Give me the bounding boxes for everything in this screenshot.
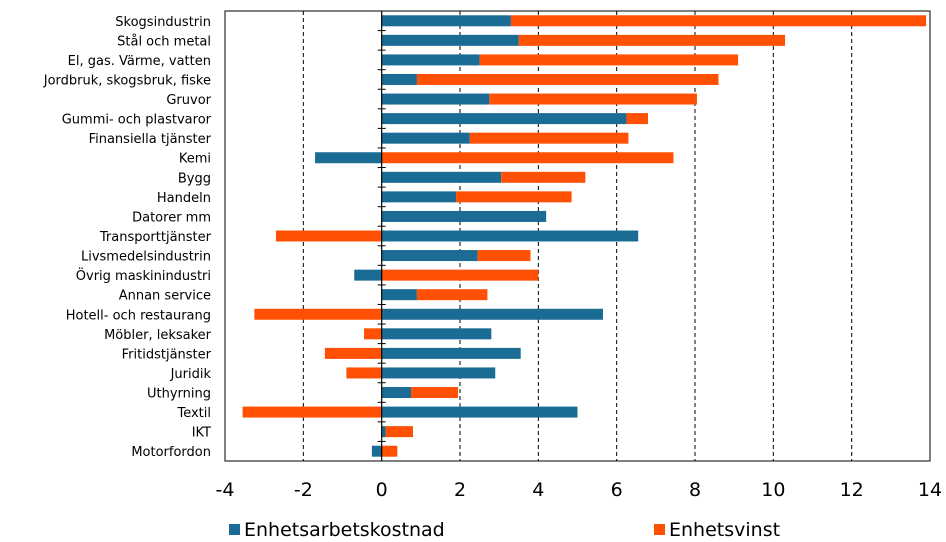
category-label: Transporttjänster — [99, 230, 212, 245]
bar-series-2 — [456, 191, 572, 203]
x-tick-label: 2 — [454, 479, 466, 501]
bars — [242, 15, 927, 457]
category-label: Kemi — [179, 152, 211, 167]
bar-series-2 — [324, 347, 382, 359]
bar-series-1 — [381, 34, 519, 46]
category-label: Finansiella tjänster — [89, 132, 212, 147]
bar-series-1 — [381, 328, 492, 340]
bar-series-2 — [385, 426, 413, 438]
bar-series-1 — [381, 210, 547, 222]
bar-series-2 — [364, 328, 382, 340]
category-labels: Skogsindustrin Stål och metal El, gas. Vär… — [43, 15, 212, 460]
x-tick-label: -4 — [216, 479, 235, 501]
category-label: Jordbruk, skogsbruk, fiske — [43, 73, 211, 88]
bar-series-2 — [254, 308, 382, 320]
bar-series-2 — [501, 171, 586, 183]
bar-series-1 — [381, 406, 578, 418]
bar-series-2 — [479, 54, 739, 66]
x-tick-label: 8 — [689, 479, 701, 501]
bar-series-1 — [381, 387, 412, 399]
category-label: Textil — [176, 406, 211, 421]
category-label: Annan service — [119, 289, 211, 304]
bar-series-2 — [416, 289, 488, 301]
category-label: Motorfordon — [131, 445, 211, 460]
x-tick-label: 14 — [918, 479, 942, 501]
category-label: Stål och metal — [117, 34, 211, 49]
x-tick-label: -2 — [294, 479, 313, 501]
category-label: Uthyrning — [147, 387, 211, 402]
category-label: Gummi- och plastvaror — [62, 113, 212, 128]
bar-series-2 — [510, 15, 927, 27]
category-label: Bygg — [178, 171, 211, 186]
x-tick-label: 0 — [376, 479, 388, 501]
x-tick-label: 10 — [761, 479, 785, 501]
category-label: Hotell- och restaurang — [66, 308, 211, 323]
legend: Enhetsarbetskostnad Enhetsvinst — [229, 519, 780, 541]
bar-series-1 — [381, 73, 417, 85]
bar-series-1 — [381, 113, 627, 125]
category-label: Möbler, leksaker — [104, 328, 212, 343]
category-label: IKT — [192, 426, 211, 441]
axes — [224, 10, 931, 462]
bar-series-1 — [381, 289, 417, 301]
bar-series-2 — [346, 367, 382, 379]
legend-swatch-series-2 — [654, 524, 665, 535]
bar-series-2 — [518, 34, 786, 46]
x-tick-label: 12 — [840, 479, 864, 501]
legend-swatch-series-1 — [229, 524, 240, 535]
bar-series-1 — [381, 426, 386, 438]
bar-series-2 — [626, 113, 648, 125]
bar-series-2 — [416, 73, 719, 85]
bar-series-2 — [381, 152, 674, 164]
bar-series-1 — [381, 347, 521, 359]
bar-series-1 — [381, 230, 639, 242]
bar-series-2 — [489, 93, 697, 105]
bar-series-1 — [381, 15, 511, 27]
bar-series-1 — [381, 250, 478, 262]
x-tick-label: 6 — [611, 479, 623, 501]
bar-series-1 — [381, 132, 470, 144]
category-label: Övrig maskinindustri — [76, 267, 211, 284]
bar-series-1 — [315, 152, 382, 164]
x-tick-labels: -4 -2 0 2 4 6 8 10 12 14 — [216, 479, 943, 501]
plot-frame — [224, 10, 931, 462]
category-label: Handeln — [157, 191, 211, 206]
bar-series-2 — [242, 406, 382, 418]
bar-series-1 — [381, 93, 490, 105]
category-label: Skogsindustrin — [115, 15, 211, 30]
bar-series-2 — [469, 132, 629, 144]
category-label: Livsmedelsindustrin — [81, 250, 211, 265]
category-label: El, gas. Värme, vatten — [68, 54, 211, 69]
category-label: Datorer mm — [132, 210, 211, 225]
bar-series-1 — [381, 171, 502, 183]
bar-series-2 — [477, 250, 531, 262]
bar-series-2 — [275, 230, 382, 242]
bar-series-2 — [411, 387, 459, 399]
legend-label-series-2: Enhetsvinst — [669, 519, 780, 541]
bar-series-1 — [381, 308, 603, 320]
bar-series-1 — [354, 269, 382, 281]
category-label: Gruvor — [166, 93, 211, 108]
bar-series-1 — [381, 191, 457, 203]
category-label: Juridik — [170, 367, 212, 382]
category-label: Fritidstjänster — [122, 347, 212, 362]
legend-label-series-1: Enhetsarbetskostnad — [244, 519, 445, 541]
bar-series-2 — [381, 445, 398, 457]
bar-series-1 — [381, 54, 480, 66]
bar-series-1 — [371, 445, 382, 457]
bar-series-2 — [381, 269, 539, 281]
bar-series-1 — [381, 367, 496, 379]
x-tick-label: 4 — [532, 479, 544, 501]
